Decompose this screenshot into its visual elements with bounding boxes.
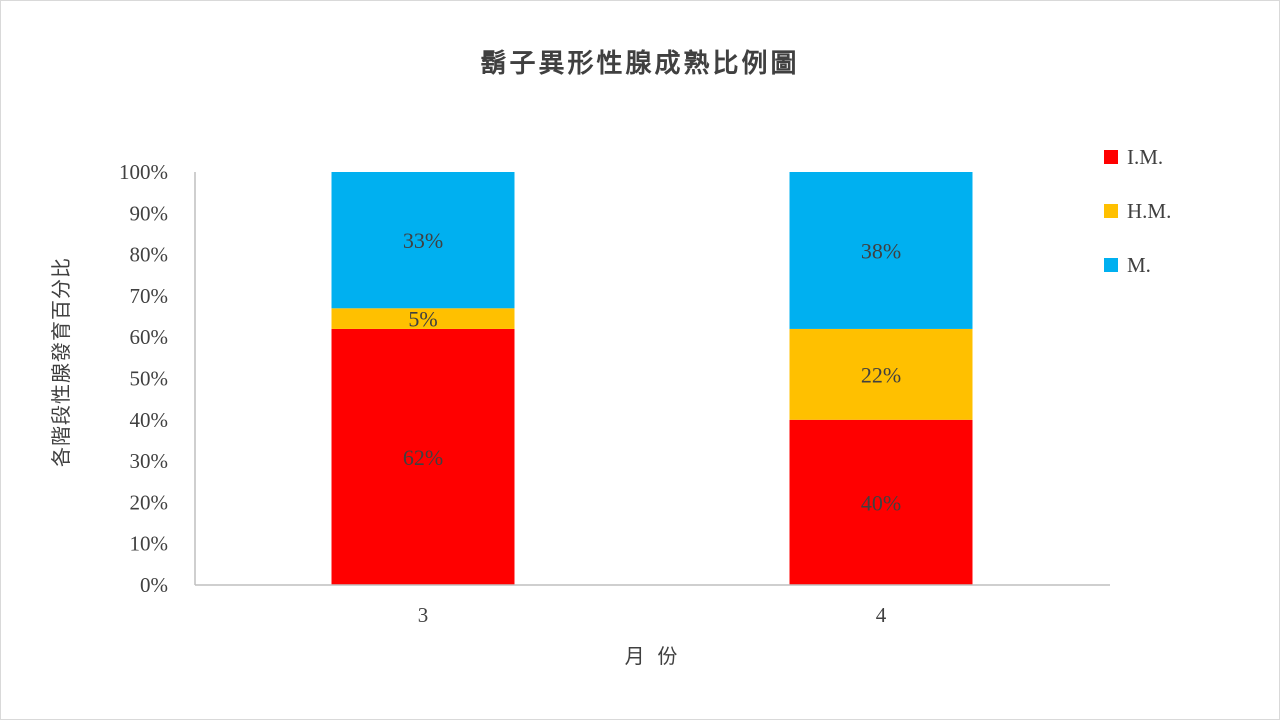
y-tick-label: 60% bbox=[130, 325, 169, 349]
y-tick-label: 100% bbox=[119, 160, 168, 184]
legend-swatch bbox=[1104, 204, 1118, 218]
x-tick-label: 4 bbox=[876, 603, 887, 627]
y-tick-label: 30% bbox=[130, 449, 169, 473]
y-axis-label: 各階段性腺發育百分比 bbox=[49, 257, 73, 467]
y-tick-label: 40% bbox=[130, 408, 169, 432]
y-tick-label: 50% bbox=[130, 367, 169, 391]
y-tick-label: 90% bbox=[130, 201, 169, 225]
plot-area: 0%10%20%30%40%50%60%70%80%90%100%62%5%33… bbox=[119, 160, 1110, 627]
chart-title: 鬍子異形性腺成熟比例圖 bbox=[480, 48, 799, 79]
data-label: 33% bbox=[403, 228, 443, 253]
y-tick-label: 10% bbox=[130, 532, 169, 556]
x-axis-label: 月 份 bbox=[625, 644, 678, 668]
y-tick-label: 20% bbox=[130, 490, 169, 514]
data-label: 22% bbox=[861, 362, 901, 387]
bar-segment bbox=[789, 172, 973, 329]
legend-swatch bbox=[1104, 150, 1118, 164]
bar-segment bbox=[331, 308, 515, 329]
data-label: 5% bbox=[408, 307, 437, 332]
data-label: 40% bbox=[861, 490, 901, 515]
bar-segment bbox=[331, 172, 515, 309]
legend-swatch bbox=[1104, 258, 1118, 272]
bar-segment bbox=[331, 328, 515, 585]
y-tick-label: 80% bbox=[130, 243, 169, 267]
bar-segment bbox=[789, 419, 973, 585]
x-tick-label: 3 bbox=[418, 603, 429, 627]
data-label: 38% bbox=[861, 238, 901, 263]
bar-segment bbox=[789, 328, 973, 420]
legend-label: I.M. bbox=[1127, 145, 1163, 169]
legend-label: H.M. bbox=[1127, 199, 1171, 223]
y-tick-label: 0% bbox=[140, 573, 168, 597]
data-label: 62% bbox=[403, 445, 443, 470]
legend: I.M. H.M. M. bbox=[1104, 145, 1171, 277]
y-tick-label: 70% bbox=[130, 284, 169, 308]
legend-label: M. bbox=[1127, 253, 1151, 277]
